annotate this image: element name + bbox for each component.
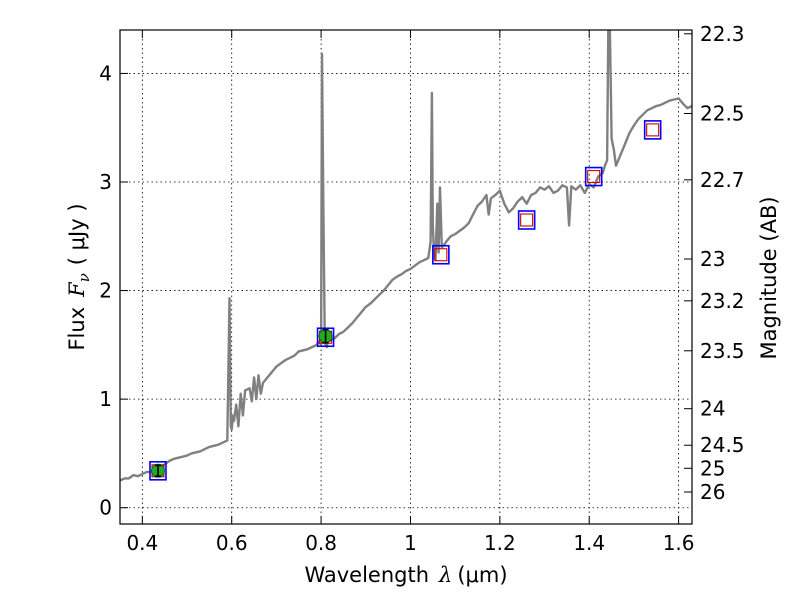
- model-photometry-box: [316, 327, 335, 348]
- model-photometry-inner: [646, 123, 660, 137]
- y-tick-label: 3: [99, 170, 112, 194]
- model-photometry-box: [149, 460, 167, 481]
- x-tick-label: 1.6: [663, 531, 695, 555]
- plot-frame: [119, 29, 693, 525]
- spectrum-line: [120, 30, 692, 482]
- y-tick-label: 1: [99, 387, 112, 411]
- magnitude-tick-label: 24: [700, 397, 725, 421]
- magnitude-tick-label: 22.3: [700, 22, 745, 46]
- x-tick-label: 0.4: [126, 531, 158, 555]
- magnitude-tick-label: 23: [700, 247, 725, 271]
- model-photometry-inner: [587, 170, 601, 184]
- model-photometry-box: [643, 120, 662, 140]
- x-tick-label: 1.2: [484, 531, 516, 555]
- x-tick-label: 0.8: [305, 531, 337, 555]
- magnitude-tick-label: 23.5: [700, 339, 745, 363]
- magnitude-tick-label: 25: [700, 456, 725, 480]
- y-tick-label: 2: [99, 279, 112, 303]
- magnitude-axis-title: Magnitude (AB): [757, 196, 781, 359]
- magnitude-tick-label: 22.5: [700, 102, 745, 126]
- y-tick-label: 4: [99, 61, 112, 85]
- x-tick-label: 1: [404, 531, 417, 555]
- magnitude-tick-label: 24.5: [700, 433, 745, 457]
- x-axis-title: Wavelength λ (μm): [304, 563, 507, 587]
- x-tick-label: 0.6: [216, 531, 248, 555]
- magnitude-tick-label: 26: [700, 480, 725, 504]
- x-tick-label: 1.4: [573, 531, 605, 555]
- model-photometry-box: [584, 166, 603, 187]
- y-axis-title: FluxFν( μJy ): [65, 203, 93, 350]
- series-layer: [120, 30, 692, 482]
- model-photometry-inner: [434, 248, 448, 262]
- magnitude-tick-label: 22.7: [700, 168, 745, 192]
- magnitude-tick-label: 23.2: [700, 289, 745, 313]
- model-photometry-box: [432, 244, 450, 265]
- y-tick-label: 0: [99, 496, 112, 520]
- axis-ticks: 0.4 0.6 0.8 1 1.2 1.4 1.60123422.322.522.72323…: [99, 22, 744, 555]
- model-photometry-inner: [520, 213, 534, 227]
- photometry-markers: [149, 120, 662, 481]
- model-photometry-box: [517, 210, 536, 230]
